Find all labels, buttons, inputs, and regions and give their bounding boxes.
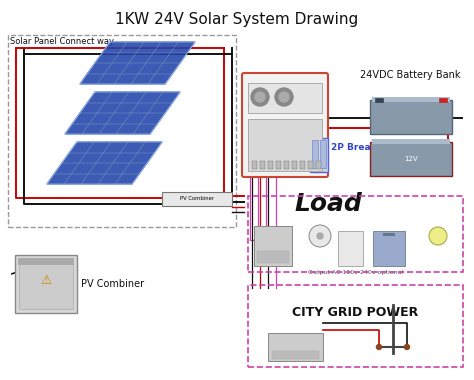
FancyBboxPatch shape	[242, 73, 328, 177]
Text: 12V: 12V	[404, 156, 418, 162]
Bar	[260, 161, 265, 169]
Text: Solar Panel Connect way: Solar Panel Connect way	[10, 37, 114, 46]
Bar	[375, 98, 383, 102]
Circle shape	[376, 345, 382, 350]
Text: 1KW 24V Solar System Drawing: 1KW 24V Solar System Drawing	[115, 12, 359, 27]
Bar	[312, 140, 318, 168]
Circle shape	[275, 88, 293, 106]
Bar	[370, 142, 452, 176]
Circle shape	[404, 345, 410, 350]
Text: Output AC 110v-240v optional: Output AC 110v-240v optional	[308, 270, 403, 275]
Text: PV Combiner: PV Combiner	[81, 279, 144, 289]
Bar	[372, 139, 450, 144]
Text: ⚠: ⚠	[40, 274, 52, 287]
Polygon shape	[80, 42, 195, 84]
Bar	[383, 233, 395, 236]
Bar	[316, 161, 321, 169]
Circle shape	[255, 92, 265, 102]
Bar	[248, 196, 463, 272]
Circle shape	[429, 227, 447, 245]
Bar	[439, 98, 447, 102]
Circle shape	[251, 88, 269, 106]
Bar	[320, 140, 326, 168]
Circle shape	[317, 233, 323, 239]
Circle shape	[279, 92, 289, 102]
Bar	[162, 192, 232, 206]
Bar	[276, 161, 281, 169]
Bar	[310, 138, 328, 172]
Bar	[338, 231, 363, 266]
Bar	[284, 161, 289, 169]
Bar	[15, 255, 77, 313]
Bar	[308, 161, 313, 169]
Bar	[373, 231, 405, 266]
Bar	[300, 161, 305, 169]
Polygon shape	[47, 142, 162, 184]
Bar	[268, 333, 323, 361]
Text: 24VDC Battery Bank: 24VDC Battery Bank	[360, 70, 460, 80]
Bar	[248, 83, 322, 113]
Bar	[254, 226, 292, 266]
Bar	[19, 259, 73, 309]
Bar	[370, 100, 452, 134]
Text: Load: Load	[294, 192, 362, 216]
Bar	[248, 285, 463, 367]
Circle shape	[309, 225, 331, 247]
Bar	[292, 161, 297, 169]
Text: PV Combiner: PV Combiner	[180, 196, 214, 201]
Bar	[268, 161, 273, 169]
Bar	[372, 97, 450, 102]
Bar	[248, 119, 322, 171]
Text: CITY GRID POWER: CITY GRID POWER	[292, 306, 419, 318]
Text: 2P Breaker: 2P Breaker	[331, 144, 387, 152]
Bar	[252, 161, 257, 169]
Bar	[257, 251, 289, 263]
Bar	[18, 258, 74, 265]
Polygon shape	[65, 92, 180, 134]
Bar	[272, 351, 319, 359]
Bar	[8, 35, 236, 227]
